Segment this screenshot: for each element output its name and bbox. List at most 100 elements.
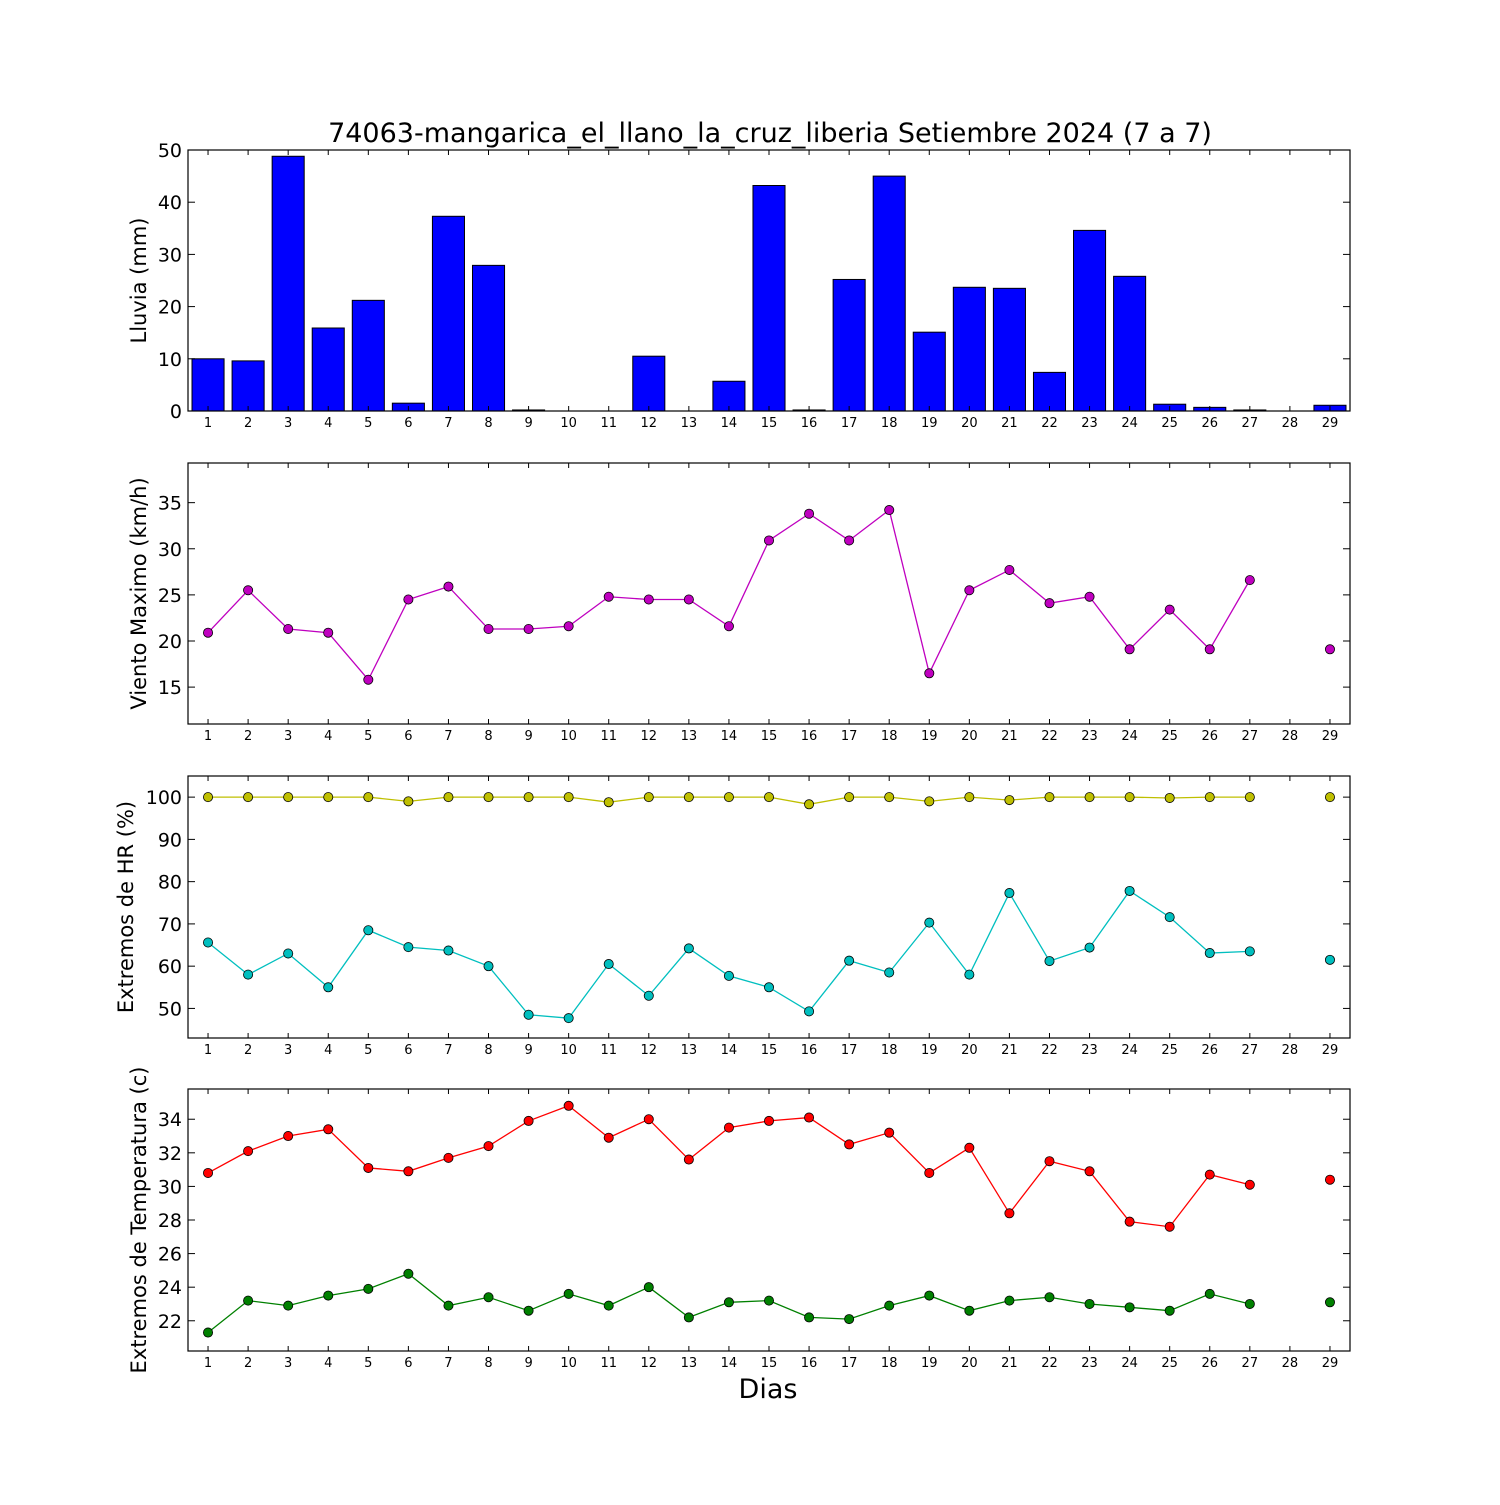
series-1-point-17: [844, 535, 855, 546]
series-1-point-12: [643, 594, 654, 605]
x-tick-label: 14: [721, 729, 738, 744]
series-1-point-25: [1164, 792, 1175, 803]
x-tick-label: 28: [1282, 1043, 1299, 1058]
series-2-point-13: [683, 1312, 694, 1323]
x-tick-label: 11: [600, 729, 617, 744]
x-tick-label: 11: [600, 416, 617, 431]
x-tick-label: 6: [404, 1356, 412, 1371]
x-tick-label: 25: [1161, 729, 1178, 744]
panel-2: 1 2 3 4 5 6 7 8 9 10 11 12 13 14 15 16 17 18 19 20 21 22 23 24 2…: [127, 462, 1351, 744]
x-tick-label: 20: [961, 729, 978, 744]
x-tick-label: 23: [1081, 1043, 1098, 1058]
x-tick-label: 7: [444, 416, 452, 431]
series-1-point-20: [964, 792, 975, 803]
x-tick-label: 4: [324, 729, 332, 744]
x-tick-label: 23: [1081, 1356, 1098, 1371]
series-2-point-5: [363, 1283, 374, 1294]
series-2-point-21: [1004, 1295, 1015, 1306]
x-tick-label: 13: [681, 1043, 698, 1058]
x-tick-label: 21: [1001, 416, 1018, 431]
series-2-point-4: [323, 982, 334, 993]
series-2-point-22: [1044, 1292, 1055, 1303]
x-tick-label: 13: [681, 1356, 698, 1371]
bar-21: [992, 287, 1026, 412]
y-tick-label: 28: [158, 1210, 182, 1232]
x-tick-label: 21: [1001, 1356, 1018, 1371]
x-tick-label: 21: [1001, 729, 1018, 744]
series-1-point-21: [1004, 795, 1015, 806]
x-tick-label: 25: [1161, 1356, 1178, 1371]
series-1-point-27: [1244, 792, 1255, 803]
y-tick-label: 20: [158, 297, 182, 319]
series-2-point-14: [723, 1297, 734, 1308]
series-1-point-2: [243, 792, 254, 803]
x-tick-label: 7: [444, 1043, 452, 1058]
x-tick-label: 9: [524, 729, 532, 744]
series-1-point-7: [443, 792, 454, 803]
x-axis-label: Dias: [739, 1374, 798, 1405]
y-tick-label: 50: [158, 998, 182, 1020]
x-tick-label: 1: [204, 416, 212, 431]
series-2-point-25: [1164, 912, 1175, 923]
series-1-point-11: [603, 797, 614, 808]
y-axis-label: Viento Maximo (km/h): [127, 477, 151, 709]
bar-18: [872, 175, 906, 412]
series-2-point-21: [1004, 888, 1015, 899]
series-1-point-20: [964, 1142, 975, 1153]
series-2-point-18: [884, 1300, 895, 1311]
x-tick-label: 27: [1242, 1043, 1259, 1058]
x-tick-label: 1: [204, 729, 212, 744]
series-1-point-29: [1324, 1174, 1335, 1185]
series-2-point-8: [483, 1292, 494, 1303]
series-1-point-1: [203, 792, 214, 803]
series-2-point-2: [243, 969, 254, 980]
x-tick-label: 27: [1242, 1356, 1259, 1371]
x-tick-label: 16: [801, 416, 818, 431]
series-2-point-18: [884, 967, 895, 978]
series-2-point-25: [1164, 1305, 1175, 1316]
series-2-point-17: [844, 1314, 855, 1325]
x-tick-label: 2: [244, 729, 252, 744]
series-1-point-18: [884, 1127, 895, 1138]
x-tick-label: 25: [1161, 1043, 1178, 1058]
x-tick-label: 17: [841, 1356, 858, 1371]
x-tick-label: 15: [761, 416, 778, 431]
series-2-point-19: [924, 1290, 935, 1301]
series-1-point-9: [523, 624, 534, 635]
y-tick-label: 15: [158, 677, 182, 699]
series-2-point-26: [1204, 948, 1215, 959]
series-1-point-22: [1044, 1156, 1055, 1167]
series-1-point-15: [764, 1115, 775, 1126]
series-1-point-4: [323, 627, 334, 638]
series-2-point-23: [1084, 942, 1095, 953]
series-1-point-25: [1164, 604, 1175, 615]
series-2-point-24: [1124, 885, 1135, 896]
x-tick-label: 17: [841, 729, 858, 744]
x-tick-label: 6: [404, 416, 412, 431]
series-2-point-3: [283, 1300, 294, 1311]
series-1-point-13: [683, 1154, 694, 1165]
y-tick-label: 10: [158, 349, 182, 371]
series-1-point-3: [283, 1131, 294, 1142]
series-2-point-17: [844, 955, 855, 966]
series-1-point-9: [523, 1115, 534, 1126]
series-1-point-6: [403, 796, 414, 807]
series-2-point-20: [964, 1305, 975, 1316]
series-1-point-24: [1124, 644, 1135, 655]
x-tick-label: 8: [484, 416, 492, 431]
series-1-point-8: [483, 1141, 494, 1152]
x-tick-label: 11: [600, 1043, 617, 1058]
x-tick-label: 29: [1322, 416, 1339, 431]
series-1-point-8: [483, 792, 494, 803]
x-tick-label: 29: [1322, 729, 1339, 744]
panel-3: 1 2 3 4 5 6 7 8 9 10 11 12 13 14 15 16 17 18 19 20 21 22 23 24 2…: [114, 775, 1351, 1058]
y-tick-label: 20: [158, 631, 182, 653]
series-2-point-29: [1324, 1297, 1335, 1308]
x-tick-label: 19: [921, 1043, 938, 1058]
plot-frame: [187, 1088, 1351, 1352]
x-tick-label: 26: [1201, 729, 1218, 744]
series-1-point-29: [1324, 792, 1335, 803]
series-2-point-29: [1324, 954, 1335, 965]
panel-4: 1 2 3 4 5 6 7 8 9 10 11 12 13 14 15 16 17 18 19 20 21 22 23 24 2…: [127, 1067, 1351, 1373]
x-tick-label: 14: [721, 416, 738, 431]
